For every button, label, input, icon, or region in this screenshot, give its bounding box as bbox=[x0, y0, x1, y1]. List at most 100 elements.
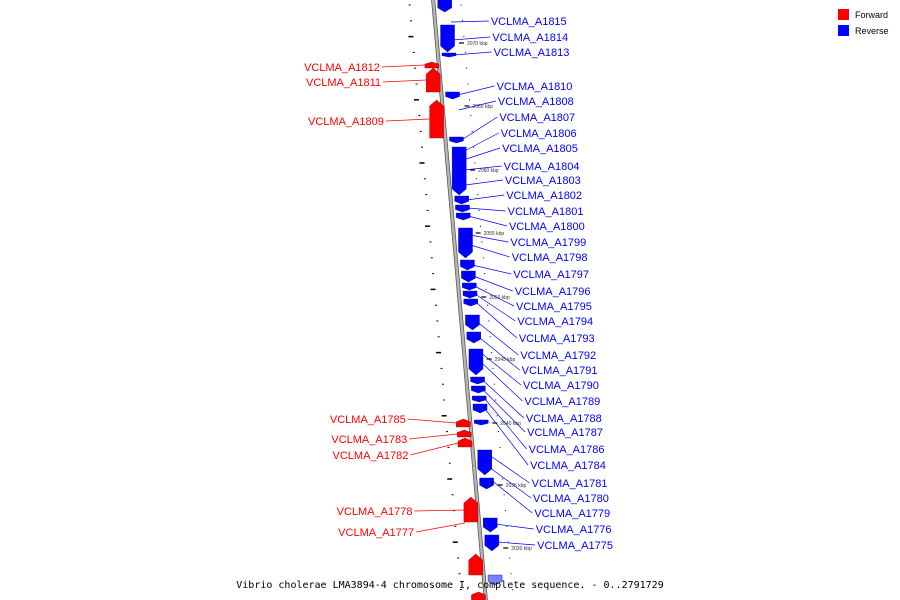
reverse-gene-label: VCLMA_A1792 bbox=[520, 350, 596, 362]
scale-tick-label: 2030 kbp bbox=[511, 546, 532, 552]
reverse-gene-label: VCLMA_A1798 bbox=[512, 252, 588, 264]
reverse-gene-label: VCLMA_A1813 bbox=[494, 47, 570, 59]
scale-tick-label: 2055 kbp bbox=[484, 231, 505, 237]
scale-tick-label: 2070 kbp bbox=[467, 41, 488, 47]
reverse-leader-line bbox=[479, 351, 522, 386]
forward-gene-feature bbox=[457, 437, 473, 448]
forward-gene-label: VCLMA_A1812 bbox=[304, 62, 380, 74]
reverse-gene-label: VCLMA_A1789 bbox=[524, 396, 600, 408]
reverse-gene-label: VCLMA_A1802 bbox=[506, 190, 582, 202]
reverse-gene-label: VCLMA_A1781 bbox=[532, 478, 608, 490]
forward-leader-line bbox=[381, 64, 425, 68]
forward-leader-line bbox=[414, 509, 464, 512]
reverse-gene-feature bbox=[471, 395, 487, 403]
forward-gene-feature bbox=[471, 591, 486, 600]
scale-ticks: 2070 kbp 2065 kbp 2060 kbp 2055 kbp 2050 kbp… bbox=[408, 4, 532, 591]
forward-gene-feature bbox=[463, 496, 479, 523]
forward-leader-line bbox=[382, 79, 427, 83]
reverse-gene-feature bbox=[471, 385, 486, 394]
forward-leader-line bbox=[407, 418, 457, 424]
reverse-leader-line bbox=[466, 194, 505, 201]
reverse-gene-feature bbox=[454, 195, 469, 205]
scale-tick-label: 2065 kbp bbox=[472, 104, 493, 110]
forward-gene-feature bbox=[457, 429, 472, 438]
reverse-leader-line bbox=[462, 132, 499, 153]
forward-gene-label: VCLMA_A1782 bbox=[333, 450, 409, 462]
reverse-gene-feature bbox=[487, 574, 503, 586]
reverse-gene-feature bbox=[437, 0, 452, 13]
legend-reverse-label: Reverse bbox=[855, 26, 889, 36]
forward-leader-line bbox=[409, 433, 458, 440]
reverse-gene-feature bbox=[479, 477, 494, 490]
chromosome-backbone bbox=[431, 0, 488, 600]
reverse-gene-feature bbox=[470, 376, 485, 385]
forward-gene-label: VCLMA_A1811 bbox=[306, 77, 381, 89]
legend: Forward Reverse bbox=[838, 9, 889, 36]
reverse-leader-line bbox=[464, 165, 502, 171]
reverse-gene-feature bbox=[440, 24, 455, 53]
reverse-gene-label: VCLMA_A1807 bbox=[499, 112, 575, 124]
reverse-gene-feature bbox=[455, 204, 470, 213]
forward-gene-feature bbox=[429, 99, 444, 139]
reverse-leader-line bbox=[480, 361, 523, 402]
reverse-gene-label: VCLMA_A1815 bbox=[491, 16, 567, 28]
reverse-gene-feature bbox=[474, 419, 489, 426]
reverse-gene-feature bbox=[472, 403, 488, 414]
reverse-leader-line bbox=[475, 301, 518, 339]
reverse-leader-line bbox=[483, 389, 526, 433]
reverse-gene-label: VCLMA_A1805 bbox=[502, 143, 578, 155]
reverse-gene-label: VCLMA_A1776 bbox=[536, 524, 612, 536]
reverse-gene-label: VCLMA_A1794 bbox=[517, 316, 593, 328]
reverse-gene-feature bbox=[463, 298, 478, 307]
reverse-gene-feature bbox=[460, 259, 475, 271]
reverse-gene-feature bbox=[451, 146, 467, 196]
forward-leader-line bbox=[415, 522, 466, 533]
scale-tick-label: 2045 kbp bbox=[495, 357, 516, 363]
forward-gene-label: VCLMA_A1777 bbox=[338, 527, 414, 539]
reverse-leader-line bbox=[477, 321, 519, 356]
label-leader-lines bbox=[381, 20, 536, 546]
reverse-gene-label: VCLMA_A1800 bbox=[509, 221, 585, 233]
forward-gene-feature bbox=[424, 61, 440, 69]
reverse-gene-label: VCLMA_A1788 bbox=[526, 413, 602, 425]
reverse-gene-label: VCLMA_A1793 bbox=[519, 333, 595, 345]
scale-tick-label: 2040 kbp bbox=[500, 421, 521, 427]
gene-features bbox=[424, 0, 503, 600]
reverse-gene-feature bbox=[465, 314, 480, 331]
reverse-gene-feature bbox=[468, 348, 484, 376]
forward-gene-label: VCLMA_A1809 bbox=[308, 116, 384, 128]
reverse-gene-feature bbox=[461, 270, 476, 283]
reverse-leader-line bbox=[452, 36, 491, 41]
reverse-leader-line bbox=[453, 51, 492, 56]
backbone-line bbox=[431, 0, 488, 600]
reverse-gene-label: VCLMA_A1796 bbox=[515, 286, 591, 298]
reverse-gene-label: VCLMA_A1775 bbox=[537, 540, 613, 552]
gene-labels: VCLMA_A1812 VCLMA_A1811 VCLMA_A1809 VCLMA_A… bbox=[304, 16, 613, 552]
reverse-gene-label: VCLMA_A1808 bbox=[498, 96, 574, 108]
reverse-leader-line bbox=[490, 467, 532, 499]
reverse-leader-line bbox=[472, 264, 512, 275]
scale-tick-label: 2060 kbp bbox=[478, 168, 499, 174]
sequence-title: Vibrio cholerae LMA3894-4 chromosome I, … bbox=[236, 580, 663, 591]
reverse-gene-feature bbox=[462, 290, 478, 299]
reverse-gene-feature bbox=[477, 449, 492, 476]
reverse-leader-line bbox=[484, 408, 529, 466]
reverse-gene-feature bbox=[455, 212, 471, 221]
forward-gene-feature bbox=[456, 418, 471, 428]
forward-leader-line bbox=[410, 442, 459, 456]
reverse-gene-label: VCLMA_A1784 bbox=[530, 460, 606, 472]
reverse-gene-label: VCLMA_A1787 bbox=[527, 427, 603, 439]
forward-gene-label: VCLMA_A1783 bbox=[331, 434, 407, 446]
reverse-leader-line bbox=[463, 147, 501, 161]
reverse-leader-line bbox=[461, 116, 498, 141]
reverse-leader-line bbox=[457, 85, 495, 96]
reverse-leader-line bbox=[469, 234, 509, 243]
reverse-gene-label: VCLMA_A1801 bbox=[508, 206, 584, 218]
reverse-leader-line bbox=[495, 523, 534, 530]
reverse-gene-label: VCLMA_A1790 bbox=[523, 380, 599, 392]
legend-forward-swatch bbox=[838, 9, 849, 20]
reverse-leader-line bbox=[496, 541, 536, 546]
forward-gene-label: VCLMA_A1778 bbox=[337, 506, 413, 518]
reverse-leader-line bbox=[482, 379, 525, 419]
reverse-leader-line bbox=[478, 336, 520, 371]
